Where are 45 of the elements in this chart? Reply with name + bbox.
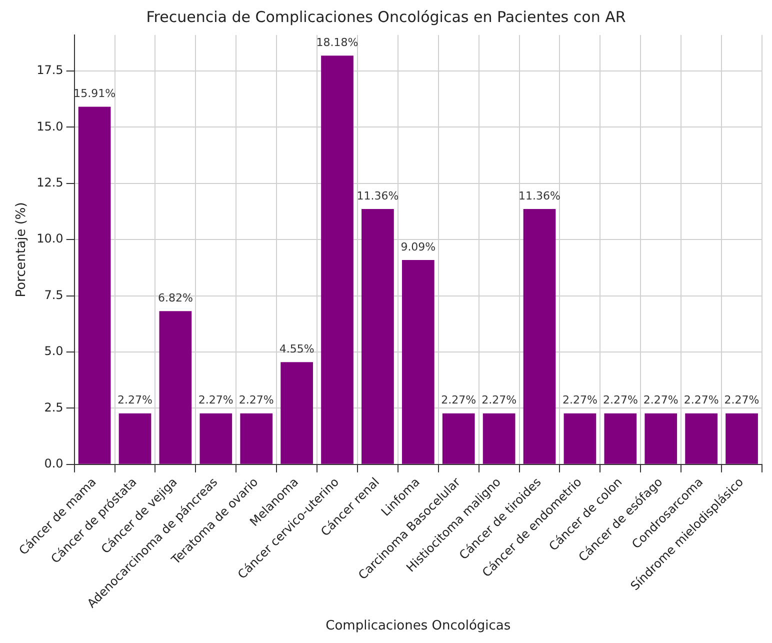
bar — [644, 413, 678, 464]
y-axis-title: Porcentaje (%) — [14, 202, 30, 298]
bar — [726, 413, 758, 464]
bar — [402, 260, 434, 464]
chart-title: Frecuencia de Complicaciones Oncológicas en Pacientes con AR — [146, 8, 626, 26]
data-label: 2.27% — [643, 394, 678, 407]
bar — [159, 311, 192, 464]
data-label: 9.09% — [400, 240, 436, 254]
bar — [240, 413, 273, 464]
data-label: 2.27% — [198, 394, 234, 407]
data-label: 11.36% — [518, 189, 560, 202]
y-tick-label: 0.0 — [44, 456, 64, 471]
data-label: 2.27% — [724, 394, 760, 407]
y-tick-label: 17.5 — [36, 63, 64, 78]
data-label: 11.36% — [356, 189, 399, 202]
y-tick-label: 2.5 — [44, 400, 64, 414]
bar — [604, 413, 637, 464]
data-label: 2.27% — [684, 394, 719, 407]
data-label: 18.18% — [316, 36, 358, 50]
bar — [523, 209, 556, 464]
data-label: 2.27% — [441, 394, 476, 407]
data-label: 2.27% — [118, 394, 152, 407]
bar — [321, 56, 354, 464]
data-label: 2.27% — [562, 394, 598, 407]
bar — [442, 413, 475, 464]
x-axis-title: Complicaciones Oncológicas — [326, 618, 511, 634]
bar — [362, 209, 394, 464]
bar — [118, 413, 152, 464]
y-tick-label: 15.0 — [36, 119, 64, 134]
data-label: 15.91% — [74, 87, 116, 100]
bar — [200, 413, 232, 464]
y-tick-label: 12.5 — [36, 176, 64, 190]
y-tick-label: 10.0 — [36, 232, 64, 246]
data-label: 2.27% — [238, 394, 274, 407]
bar — [685, 413, 718, 464]
data-label: 4.55% — [279, 342, 314, 356]
y-tick-label: 5.0 — [44, 344, 64, 358]
y-tick-label: 7.5 — [44, 288, 64, 302]
data-label: 6.82% — [158, 291, 193, 304]
bar — [482, 413, 516, 464]
data-label: 2.27% — [482, 394, 517, 407]
data-label: 2.27% — [602, 394, 638, 407]
bar — [564, 413, 596, 464]
bar — [280, 362, 313, 464]
bar — [78, 106, 111, 464]
